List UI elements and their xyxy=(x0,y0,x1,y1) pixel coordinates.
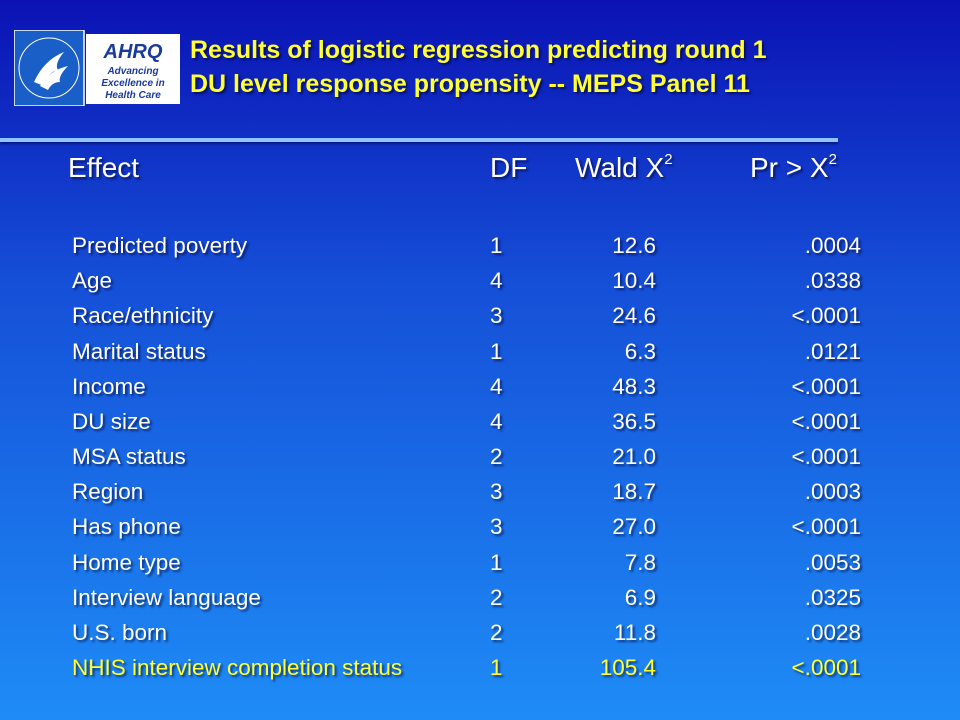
table-cell: Marital status xyxy=(72,338,206,364)
superscript: 2 xyxy=(828,151,837,168)
table-cell: 24.6 xyxy=(612,303,656,329)
table-cell: Region xyxy=(72,479,144,505)
table-cell: 1 xyxy=(490,549,503,575)
table-cell: 3 xyxy=(490,479,503,505)
logo-tagline: Excellence in xyxy=(101,78,164,89)
table-cell: Race/ethnicity xyxy=(72,303,214,329)
table-cell: 1 xyxy=(490,655,503,681)
table-cell: Home type xyxy=(72,549,181,575)
table-cell: .0338 xyxy=(804,268,861,294)
table-cell: 1 xyxy=(490,338,503,364)
superscript: 2 xyxy=(664,151,673,168)
table-cell: Income xyxy=(72,373,146,399)
table-cell: U.S. born xyxy=(72,619,168,645)
table-cell: .0325 xyxy=(804,584,861,610)
table-cell: 2 xyxy=(490,619,503,645)
table-cell: Has phone xyxy=(72,514,181,540)
table-cell: <.0001 xyxy=(791,303,861,329)
divider xyxy=(0,138,838,142)
table-cell: .0004 xyxy=(804,233,861,258)
table-cell: .0053 xyxy=(804,549,861,575)
table-cell: MSA status xyxy=(72,444,186,470)
table-cell: <.0001 xyxy=(791,373,861,399)
column-header: Wald X2 xyxy=(575,152,673,184)
table-cell: <.0001 xyxy=(791,514,861,540)
title: DU level response propensity -- MEPS Pan… xyxy=(190,70,750,98)
table-cell: 4 xyxy=(490,373,503,399)
header-text: DF xyxy=(490,152,528,183)
logo-tagline: Advancing xyxy=(106,66,158,77)
table-cell: 3 xyxy=(490,514,503,540)
table-cell: 7.8 xyxy=(624,549,656,575)
table-cell: 2 xyxy=(490,584,503,610)
table-cell: Predicted poverty xyxy=(72,233,248,258)
column-header: Pr > X2 xyxy=(750,152,837,184)
table-cell: 1 xyxy=(490,233,503,258)
logo-tagline: Health Care xyxy=(105,90,161,101)
table-cell: 11.8 xyxy=(613,619,656,645)
table-cell: 105.4 xyxy=(599,655,656,681)
table-cell: 12.6 xyxy=(612,233,656,258)
column-header: DF xyxy=(490,152,527,184)
table-cell: 21.0 xyxy=(612,444,656,470)
table-cell: 36.5 xyxy=(612,408,656,434)
table-cell: <.0001 xyxy=(791,655,861,681)
table-cell: .0003 xyxy=(804,479,861,505)
logo-name: AHRQ xyxy=(103,41,163,63)
table-cell: DU size xyxy=(72,408,151,434)
table-cell: 27.0 xyxy=(612,514,656,540)
header-text: Pr > X xyxy=(750,152,829,183)
table-cell: 48.3 xyxy=(612,373,656,399)
table-cell: 2 xyxy=(490,444,503,470)
header-text: Wald X xyxy=(575,152,665,183)
table-cell: 6.9 xyxy=(624,584,656,610)
table-cell: 3 xyxy=(490,303,503,329)
table-cell: 4 xyxy=(490,408,503,434)
column-header: Effect xyxy=(68,152,139,184)
table-cell: Interview language xyxy=(72,584,261,610)
table-cell: Age xyxy=(72,268,113,294)
table-cell: .0121 xyxy=(804,338,861,364)
title: Results of logistic regression predictin… xyxy=(190,36,767,64)
table-cell: <.0001 xyxy=(791,408,861,434)
table-cell: NHIS interview completion status xyxy=(72,655,403,681)
header-text: Effect xyxy=(68,152,140,183)
table-cell: 10.4 xyxy=(612,268,656,294)
table-cell: 18.7 xyxy=(612,479,656,505)
table-cell: <.0001 xyxy=(791,444,861,470)
table-cell: 4 xyxy=(490,268,503,294)
table-cell: .0028 xyxy=(804,619,861,645)
logo: AHRQ Advancing Excellence in Health Care xyxy=(14,30,180,106)
table-cell: 6.3 xyxy=(624,338,656,364)
